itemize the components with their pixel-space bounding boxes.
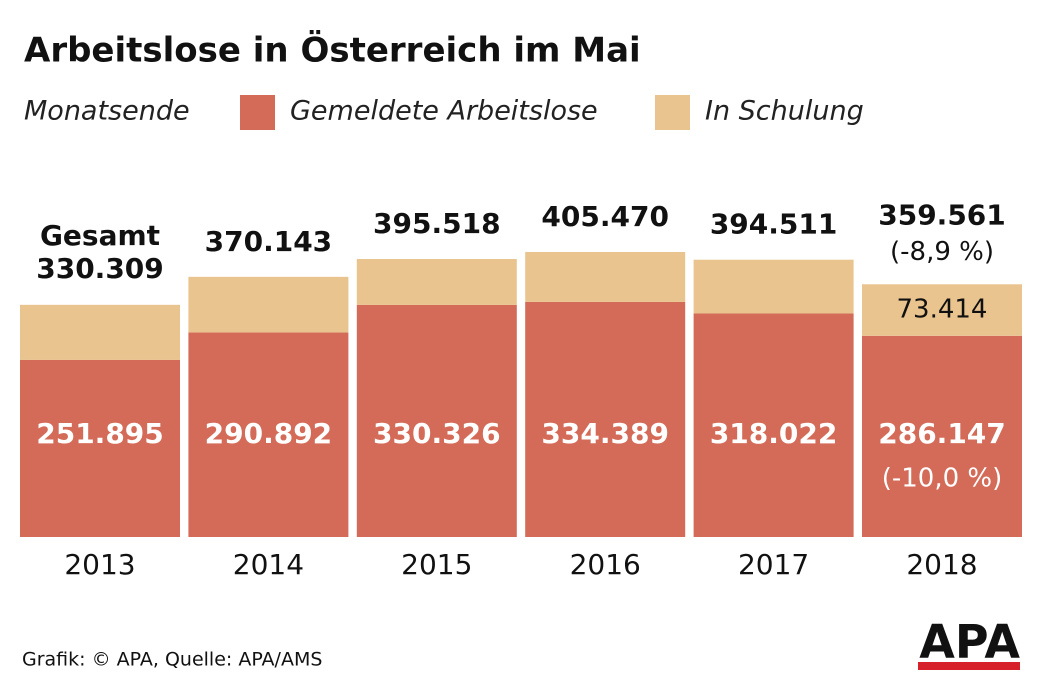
- legend-swatch: [240, 95, 275, 130]
- legend-label: Gemeldete Arbeitslose: [290, 96, 598, 127]
- x-tick-label: 2016: [570, 548, 641, 581]
- x-tick-label: 2018: [906, 548, 977, 581]
- segment-label: 334.389: [541, 417, 669, 450]
- total-label: 405.470: [541, 200, 669, 233]
- segment-note: (-10,0 %): [882, 464, 1003, 494]
- bar-segment: [188, 332, 349, 537]
- segment-label: 330.326: [373, 417, 501, 450]
- legend-swatch: [655, 95, 690, 130]
- chart-title: Arbeitslose in Österreich im Mai: [24, 30, 641, 71]
- total-label: 395.518: [373, 207, 501, 240]
- logo: APA: [919, 615, 1020, 669]
- x-tick-label: 2015: [401, 548, 472, 581]
- segment-label: 251.895: [36, 417, 164, 450]
- total-label: 394.511: [710, 208, 838, 241]
- bar-segment: [862, 335, 1022, 537]
- bar-segment: [20, 359, 180, 537]
- total-name: Gesamt: [40, 219, 160, 252]
- x-tick-label: 2013: [64, 548, 135, 581]
- segment-label: 290.892: [205, 417, 333, 450]
- subtitle: Monatsende: [24, 96, 190, 127]
- bar-segment: [693, 313, 854, 537]
- bar-segment: [525, 252, 686, 302]
- legend-label: In Schulung: [705, 96, 864, 127]
- segment-label: 286.147: [878, 417, 1006, 450]
- source: Grafik: © APA, Quelle: APA/AMS: [22, 649, 322, 671]
- logo-bar: [918, 662, 1020, 670]
- bar-segment: [356, 304, 517, 537]
- total-label: 330.309: [36, 252, 164, 285]
- x-tick-label: 2017: [738, 548, 809, 581]
- bar-segment: [693, 259, 854, 314]
- x-tick-label: 2014: [233, 548, 304, 581]
- bar-segment: [862, 284, 1022, 336]
- total-label: 370.143: [205, 225, 333, 258]
- bar-segment: [20, 304, 180, 360]
- segment-label: 318.022: [710, 417, 838, 450]
- bar-segment: [525, 301, 686, 537]
- segment-label: 73.414: [897, 295, 988, 325]
- bar-segment: [356, 258, 517, 305]
- bar-segment: [188, 276, 349, 333]
- total-note: (-8,9 %): [890, 237, 994, 267]
- total-label: 359.561: [878, 198, 1006, 231]
